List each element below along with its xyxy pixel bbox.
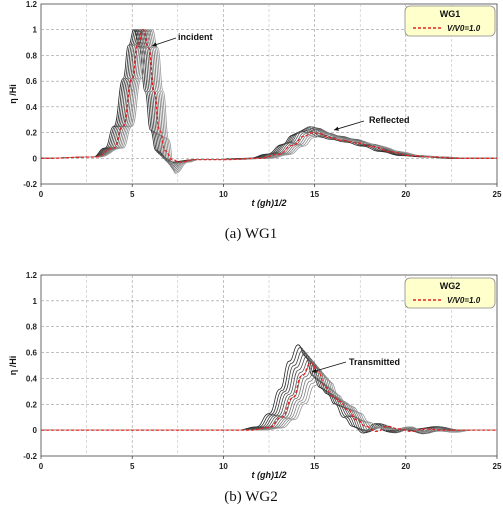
x-tick-label: 20: [401, 190, 410, 199]
y-tick-label: 0.6: [26, 77, 38, 86]
y-tick-label: 0.4: [26, 374, 38, 383]
x-tick-label: 5: [130, 190, 135, 199]
legend-entry: V/V0=1.0: [447, 24, 481, 33]
legend-title: WG2: [440, 281, 461, 291]
y-tick-label: 1: [33, 26, 38, 35]
panel-caption: (b) WG2: [224, 489, 277, 505]
y-axis-label: η /Hi: [8, 84, 18, 104]
x-tick-label: 25: [493, 190, 502, 199]
y-tick-label: -0.2: [23, 452, 37, 461]
legend-title: WG1: [440, 9, 461, 19]
annotation-label: Reflected: [369, 115, 410, 125]
x-tick-label: 25: [493, 462, 502, 471]
x-tick-label: 20: [401, 462, 410, 471]
panel-caption: (a) WG1: [225, 226, 278, 242]
annotation-label: Transmitted: [349, 357, 400, 367]
y-tick-label: 0.8: [26, 51, 38, 60]
x-tick-label: 15: [310, 462, 319, 471]
y-tick-label: 0.2: [26, 400, 38, 409]
x-axis-label: t (gh)1/2: [252, 198, 287, 208]
y-tick-label: 0: [33, 154, 38, 163]
y-tick-label: 0.2: [26, 129, 38, 138]
y-tick-label: 1.2: [26, 0, 38, 9]
x-tick-label: 5: [130, 462, 135, 471]
x-tick-label: 10: [219, 462, 228, 471]
legend-entry: V/V0=1.0: [447, 296, 481, 305]
x-axis-label: t (gh)1/2: [252, 470, 287, 480]
annotation-label: incident: [178, 32, 213, 42]
y-axis-label: η /Hi: [8, 356, 18, 376]
y-tick-label: -0.2: [23, 180, 37, 189]
x-tick-label: 15: [310, 190, 319, 199]
x-tick-label: 0: [39, 190, 44, 199]
y-tick-label: 0.4: [26, 103, 38, 112]
x-tick-label: 10: [219, 190, 228, 199]
y-tick-label: 0: [33, 426, 38, 435]
y-tick-label: 1: [33, 297, 38, 306]
y-tick-label: 1.2: [26, 271, 38, 280]
y-tick-label: 0.8: [26, 323, 38, 332]
y-tick-label: 0.6: [26, 349, 38, 358]
x-tick-label: 0: [39, 462, 44, 471]
